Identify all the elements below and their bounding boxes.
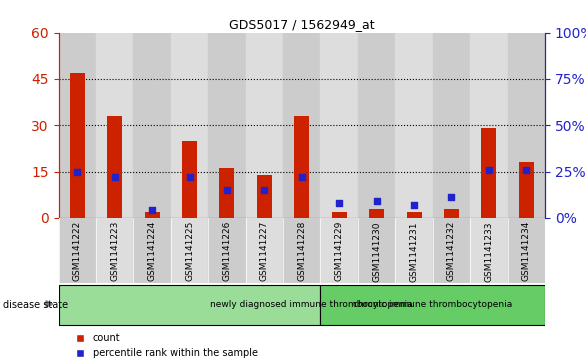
Bar <box>220 168 234 218</box>
Bar <box>171 33 208 218</box>
Text: GSM1141227: GSM1141227 <box>260 221 269 281</box>
Bar <box>507 218 545 283</box>
Bar <box>59 218 96 283</box>
Point <box>110 174 120 180</box>
Bar <box>70 73 85 218</box>
Bar <box>96 218 134 283</box>
Point <box>222 187 231 193</box>
Bar <box>96 33 134 218</box>
Point <box>148 208 157 213</box>
Point <box>335 200 344 206</box>
Bar <box>470 218 507 283</box>
Bar <box>332 212 347 218</box>
Bar <box>519 162 534 218</box>
Bar <box>59 285 321 325</box>
Point <box>522 167 531 172</box>
Text: GSM1141234: GSM1141234 <box>522 221 531 281</box>
Bar <box>145 212 159 218</box>
Text: disease state: disease state <box>3 300 68 310</box>
Text: GSM1141228: GSM1141228 <box>297 221 306 281</box>
Bar <box>321 285 545 325</box>
Text: GSM1141233: GSM1141233 <box>485 221 493 282</box>
Text: GSM1141223: GSM1141223 <box>110 221 119 281</box>
Text: GSM1141224: GSM1141224 <box>148 221 156 281</box>
Bar <box>470 33 507 218</box>
Bar <box>444 208 459 218</box>
Bar <box>283 218 321 283</box>
Bar <box>396 33 432 218</box>
Bar <box>321 218 358 283</box>
Bar <box>294 116 309 218</box>
Point <box>73 168 82 174</box>
Bar <box>481 129 496 218</box>
Text: newly diagnosed immune thrombocytopenia: newly diagnosed immune thrombocytopenia <box>210 299 413 309</box>
Bar <box>321 33 358 218</box>
Bar <box>407 212 421 218</box>
Bar <box>246 218 283 283</box>
Text: GSM1141232: GSM1141232 <box>447 221 456 281</box>
Bar <box>358 218 396 283</box>
Bar <box>369 208 384 218</box>
Legend: count, percentile rank within the sample: count, percentile rank within the sample <box>75 333 258 358</box>
Bar <box>134 218 171 283</box>
Bar <box>246 33 283 218</box>
Text: GSM1141230: GSM1141230 <box>372 221 381 282</box>
Point <box>484 167 493 172</box>
Point <box>410 202 419 208</box>
Point <box>297 174 306 180</box>
Title: GDS5017 / 1562949_at: GDS5017 / 1562949_at <box>229 19 374 32</box>
Bar <box>507 33 545 218</box>
Text: GSM1141226: GSM1141226 <box>223 221 231 281</box>
Point <box>372 198 381 204</box>
Bar <box>396 218 432 283</box>
Bar <box>432 218 470 283</box>
Bar <box>182 141 197 218</box>
Text: GSM1141229: GSM1141229 <box>335 221 344 281</box>
Bar <box>283 33 321 218</box>
Bar <box>107 116 122 218</box>
Text: GSM1141222: GSM1141222 <box>73 221 82 281</box>
Bar <box>208 33 246 218</box>
Text: chronic immune thrombocytopenia: chronic immune thrombocytopenia <box>353 299 512 309</box>
Bar <box>134 33 171 218</box>
Bar <box>358 33 396 218</box>
Bar <box>208 218 246 283</box>
Text: GSM1141225: GSM1141225 <box>185 221 194 281</box>
Text: GSM1141231: GSM1141231 <box>410 221 418 282</box>
Bar <box>59 33 96 218</box>
Point <box>185 174 194 180</box>
Bar <box>171 218 208 283</box>
Point <box>447 195 456 200</box>
Bar <box>432 33 470 218</box>
Bar <box>257 175 272 218</box>
Point <box>260 187 269 193</box>
